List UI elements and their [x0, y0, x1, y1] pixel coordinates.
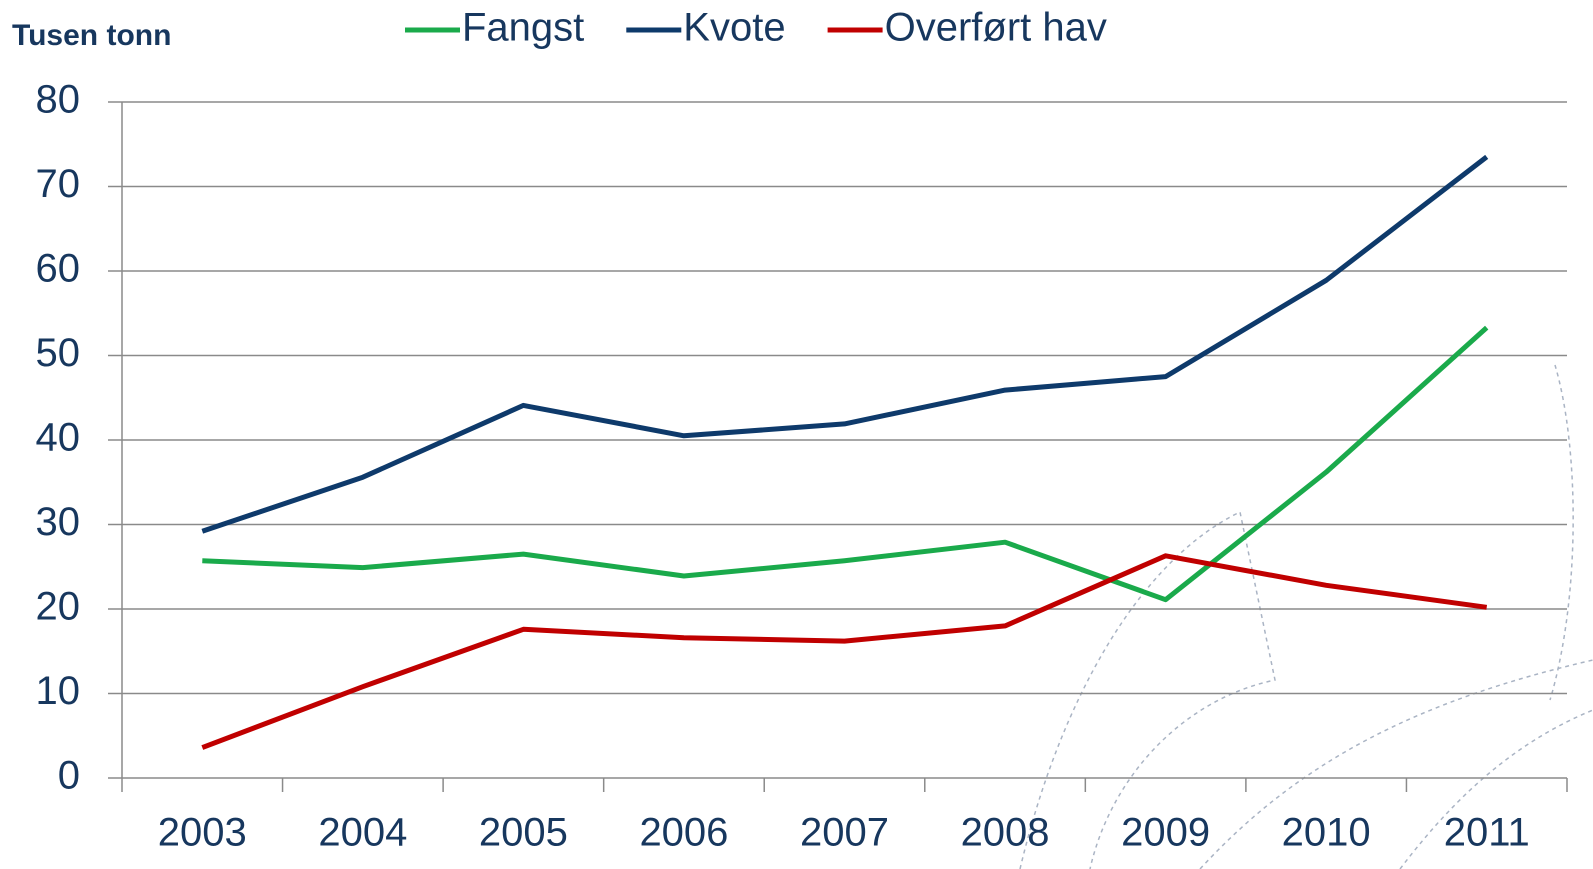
- y-tick-label: 0: [58, 754, 80, 798]
- y-tick-label: 30: [36, 500, 81, 544]
- y-tick-label: 60: [36, 247, 81, 291]
- x-tick-label: 2010: [1282, 811, 1371, 855]
- data-line: [202, 325, 1489, 603]
- x-tick-label: 2003: [158, 811, 247, 855]
- y-tick-label: 40: [36, 416, 81, 460]
- x-tick-label: 2008: [961, 811, 1050, 855]
- legend-label: Fangst: [462, 6, 584, 50]
- y-tick-label: 80: [36, 78, 81, 122]
- y-tick-label: 70: [36, 162, 81, 206]
- data-line: [201, 553, 1488, 750]
- data-line: [201, 154, 1489, 534]
- x-tick-label: 2007: [800, 811, 889, 855]
- x-tick-label: 2004: [318, 811, 407, 855]
- y-tick-label: 10: [36, 669, 81, 713]
- legend-label: Overført hav: [885, 6, 1107, 50]
- decoration: [1019, 364, 1593, 869]
- x-tick-label: 2005: [479, 811, 568, 855]
- x-tick-label: 2006: [639, 811, 728, 855]
- y-axis-title: Tusen tonn: [12, 19, 171, 52]
- legend-label: Kvote: [683, 6, 785, 50]
- x-tick-label: 2009: [1121, 811, 1210, 855]
- x-tick-label: 2011: [1444, 811, 1530, 855]
- y-tick-label: 50: [36, 331, 81, 375]
- y-tick-label: 20: [36, 585, 81, 629]
